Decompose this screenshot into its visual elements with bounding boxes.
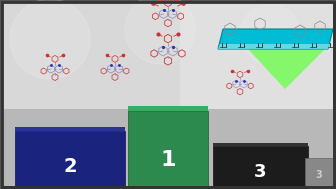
Bar	[213, 143, 308, 146]
Polygon shape	[218, 29, 333, 49]
Bar	[3, 109, 333, 186]
Text: 3: 3	[254, 163, 267, 181]
Circle shape	[10, 0, 90, 79]
Text: 3: 3	[316, 170, 322, 180]
Circle shape	[125, 0, 195, 64]
Bar	[15, 131, 125, 186]
Text: 2: 2	[63, 157, 77, 176]
Bar	[305, 158, 333, 186]
Polygon shape	[248, 49, 325, 89]
Bar	[15, 127, 125, 131]
Text: 1: 1	[160, 150, 176, 170]
Bar	[180, 3, 333, 109]
Bar	[3, 3, 333, 109]
Bar	[128, 106, 208, 111]
Bar	[213, 146, 308, 186]
Bar	[128, 111, 208, 186]
Circle shape	[240, 4, 300, 64]
Polygon shape	[218, 44, 330, 49]
